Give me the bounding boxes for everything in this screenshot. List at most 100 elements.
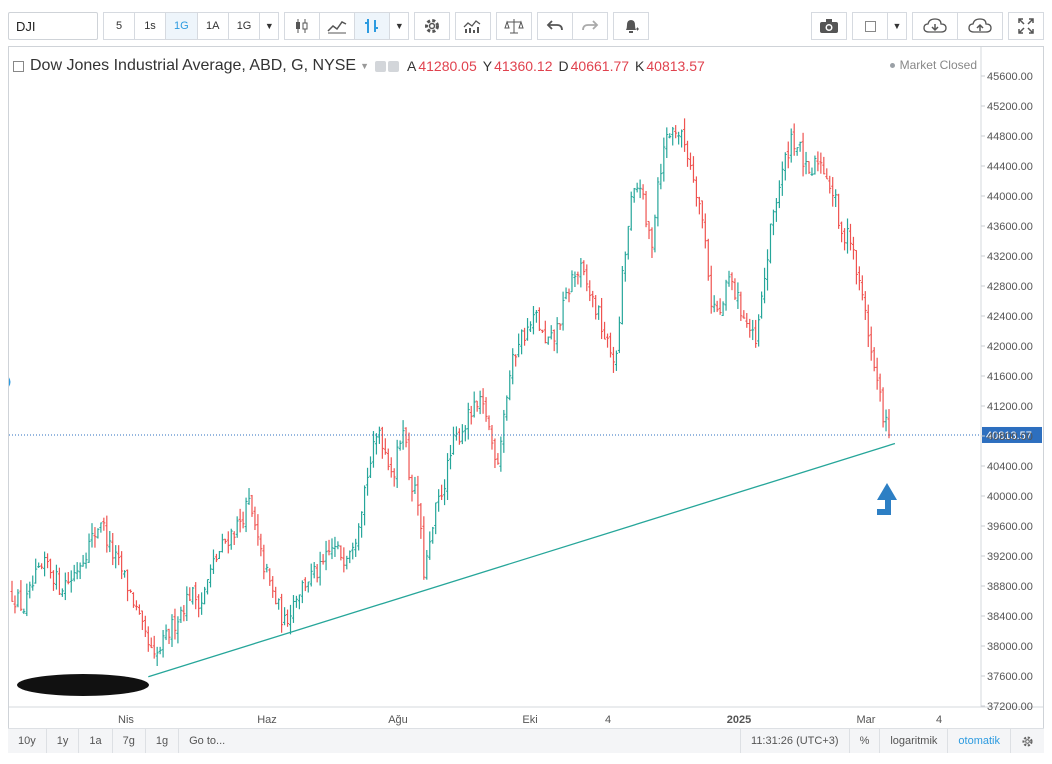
y-tick-label: 40000.00 bbox=[987, 491, 1033, 503]
y-tick-label: 41600.00 bbox=[987, 371, 1033, 383]
interval-button-5[interactable]: 5 bbox=[103, 12, 135, 40]
gear-icon bbox=[1022, 736, 1033, 747]
last-price-label: 40813.57 bbox=[986, 430, 1032, 442]
settings-small-icon[interactable] bbox=[388, 60, 400, 72]
settings-button[interactable] bbox=[414, 12, 451, 40]
bar-style-button[interactable] bbox=[354, 12, 391, 40]
clock-readout[interactable]: 11:31:26 (UTC+3) bbox=[740, 729, 850, 753]
chart-settings-button[interactable] bbox=[1011, 729, 1044, 753]
auto-scale-toggle[interactable]: otomatik bbox=[948, 729, 1011, 753]
caret-down-icon: ▼ bbox=[892, 21, 902, 31]
cloud-upload-icon bbox=[968, 18, 992, 33]
y-tick-label: 42000.00 bbox=[987, 341, 1033, 353]
interval-button-1g-active[interactable]: 1G bbox=[165, 12, 198, 40]
last-price-badge bbox=[982, 426, 1042, 443]
range-button-7g[interactable]: 7g bbox=[113, 729, 146, 753]
x-tick-label: 4 bbox=[936, 714, 942, 726]
y-tick-label: 37200.00 bbox=[987, 701, 1033, 713]
caret-down-icon: ▼ bbox=[394, 21, 404, 31]
chart-style-group: ▼ bbox=[284, 12, 410, 40]
fullscreen-button[interactable] bbox=[1008, 12, 1044, 40]
compare-group bbox=[496, 12, 533, 40]
range-button-10y[interactable]: 10y bbox=[8, 729, 47, 753]
y-tick-label: 38000.00 bbox=[987, 641, 1033, 653]
range-button-1y[interactable]: 1y bbox=[47, 729, 80, 753]
y-tick-label: 45600.00 bbox=[987, 71, 1033, 83]
interval-dropdown-button[interactable]: ▼ bbox=[259, 12, 280, 40]
candles-icon bbox=[296, 19, 308, 33]
snapshot-group bbox=[811, 12, 847, 40]
percent-toggle[interactable]: % bbox=[850, 729, 881, 753]
y-tick-label: 37600.00 bbox=[987, 671, 1033, 683]
y-tick-label: 40400.00 bbox=[987, 461, 1033, 473]
redo-icon bbox=[582, 20, 599, 31]
cloud-upload-button[interactable] bbox=[957, 12, 1003, 40]
chart-panel[interactable]: 40813.57 45600.00 45200.00 44800.00 44400.0… bbox=[8, 46, 1044, 752]
undo-icon bbox=[547, 20, 564, 31]
y-tick-label: 45200.00 bbox=[987, 101, 1033, 113]
interval-group: 5 1s 1G 1A 1G ▼ bbox=[103, 12, 280, 40]
range-button-1a[interactable]: 1a bbox=[79, 729, 113, 753]
y-tick-label: 42400.00 bbox=[987, 311, 1033, 323]
camera-icon bbox=[820, 19, 838, 33]
up-arrow-annotation[interactable] bbox=[877, 483, 897, 515]
series-color-icon bbox=[13, 60, 24, 72]
redaction-scribble bbox=[17, 674, 149, 696]
ohlc-low: D 40661.77 bbox=[558, 58, 630, 74]
y-tick-label: 38800.00 bbox=[987, 581, 1033, 593]
alert-button[interactable] bbox=[613, 12, 650, 40]
x-tick-label: 2025 bbox=[727, 714, 751, 726]
y-tick-label: 44800.00 bbox=[987, 131, 1033, 143]
y-tick-label: 43200.00 bbox=[987, 251, 1033, 263]
undo-button[interactable] bbox=[537, 12, 574, 40]
x-tick-label: Nis bbox=[118, 714, 134, 726]
interval-button-1a[interactable]: 1A bbox=[196, 12, 229, 40]
style-dropdown-button[interactable]: ▼ bbox=[389, 12, 410, 40]
caret-down-icon[interactable]: ▼ bbox=[360, 61, 370, 71]
line-style-button[interactable] bbox=[319, 12, 356, 40]
y-tick-label: 39600.00 bbox=[987, 521, 1033, 533]
series-title[interactable]: Dow Jones Industrial Average, ABD, G, NY… bbox=[30, 57, 357, 74]
square-icon bbox=[864, 20, 876, 32]
candles-style-button[interactable] bbox=[284, 12, 321, 40]
settings-group bbox=[414, 12, 451, 40]
color-dropdown-button[interactable]: ▼ bbox=[887, 12, 907, 40]
y-tick-label: 38400.00 bbox=[987, 611, 1033, 623]
eye-icon[interactable] bbox=[375, 60, 387, 72]
y-tick-label: 42800.00 bbox=[987, 281, 1033, 293]
symbol-search-input[interactable]: DJI bbox=[8, 12, 98, 40]
indicators-icon bbox=[463, 20, 481, 33]
line-chart-icon bbox=[327, 21, 347, 34]
y-tick-label: 43600.00 bbox=[987, 221, 1033, 233]
gear-icon bbox=[425, 19, 440, 33]
caret-down-icon: ▼ bbox=[264, 21, 274, 31]
x-tick-label: Ağu bbox=[388, 714, 408, 726]
color-group: ▼ bbox=[852, 12, 907, 40]
x-tick-label: Haz bbox=[257, 714, 277, 726]
cloud-download-icon bbox=[923, 18, 947, 33]
range-button-1g[interactable]: 1g bbox=[146, 729, 180, 753]
goto-button[interactable]: Go to... bbox=[189, 735, 226, 747]
cloud-download-button[interactable] bbox=[912, 12, 958, 40]
redo-button[interactable] bbox=[572, 12, 609, 40]
snapshot-button[interactable] bbox=[811, 12, 847, 40]
color-picker-button[interactable] bbox=[852, 12, 888, 40]
x-tick-label: 4 bbox=[605, 714, 611, 726]
interval-button-1s[interactable]: 1s bbox=[134, 12, 166, 40]
indicators-button[interactable] bbox=[455, 12, 492, 40]
price-chart[interactable]: 40813.57 45600.00 45200.00 44800.00 44400.0… bbox=[9, 47, 1043, 751]
cloud-group bbox=[912, 12, 1003, 40]
undo-redo-group bbox=[537, 12, 609, 40]
trend-line[interactable] bbox=[148, 442, 896, 678]
alert-icon bbox=[626, 20, 640, 33]
y-tick-label: 40800.00 bbox=[987, 431, 1033, 443]
fullscreen-icon bbox=[1018, 18, 1034, 34]
interval-button-1g[interactable]: 1G bbox=[227, 12, 261, 40]
chart-legend: Dow Jones Industrial Average, ABD, G, NY… bbox=[13, 57, 705, 75]
left-edge-handle[interactable] bbox=[9, 376, 11, 388]
ohlc-close: K 40813.57 bbox=[635, 58, 705, 74]
ohlc-open: A 41280.05 bbox=[407, 58, 477, 74]
compare-icon bbox=[504, 19, 525, 34]
compare-button[interactable] bbox=[496, 12, 533, 40]
log-toggle[interactable]: logaritmik bbox=[880, 729, 949, 753]
